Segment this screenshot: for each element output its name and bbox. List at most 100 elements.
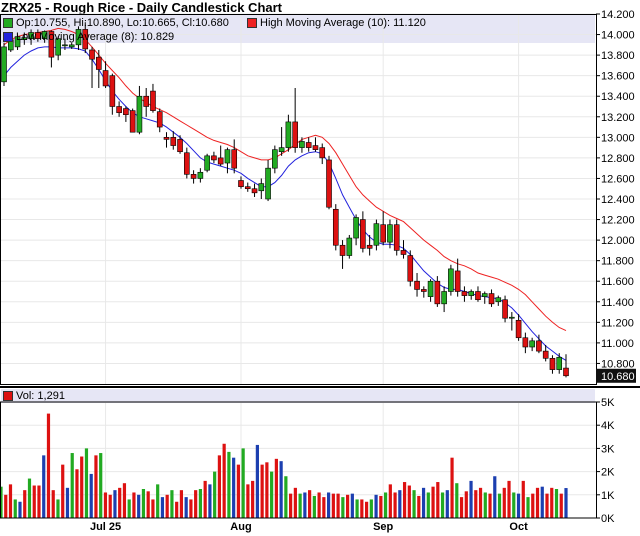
- volume-bar: [393, 492, 397, 518]
- y-tick-label: 13.600: [601, 71, 635, 83]
- candle-body: [502, 299, 508, 319]
- x-tick-label: Aug: [230, 521, 251, 533]
- candle-body: [400, 250, 407, 255]
- volume-bar: [322, 497, 326, 518]
- candle-body: [204, 155, 210, 171]
- volume-bar: [118, 487, 122, 518]
- candle-body: [495, 297, 502, 303]
- volume-bar: [469, 480, 473, 518]
- candle-body: [434, 280, 441, 305]
- y-tick-label: 11.200: [601, 317, 634, 329]
- candle-body: [28, 32, 34, 39]
- volume-bar: [421, 487, 426, 518]
- y-tick-label: 14.000: [601, 30, 635, 42]
- volume-bar: [388, 484, 392, 518]
- candle-body: [224, 149, 231, 164]
- volume-y-tick-label: 1K: [601, 490, 615, 502]
- candle-body: [393, 224, 400, 251]
- volume-bar: [251, 480, 255, 518]
- volume-bar: [450, 457, 454, 518]
- volume-y-tick-label: 2K: [601, 467, 615, 479]
- candle-body: [407, 255, 414, 282]
- candle-body: [468, 291, 475, 296]
- volume-bar: [350, 493, 354, 518]
- volume-bar: [274, 458, 278, 518]
- x-tick-label: Oct: [509, 521, 528, 533]
- volume-legend-background: [1, 389, 595, 403]
- candle-body: [48, 31, 55, 58]
- volume-bar: [341, 497, 345, 518]
- candle-body: [360, 219, 366, 249]
- volume-bar: [260, 464, 264, 518]
- candle-body: [217, 157, 224, 165]
- volume-bar: [113, 490, 117, 518]
- candle-body: [184, 152, 190, 175]
- volume-bar: [493, 476, 497, 518]
- volume-bar: [42, 455, 46, 518]
- volume-bar: [108, 494, 112, 518]
- candle-body: [441, 291, 447, 305]
- volume-bar: [502, 487, 506, 518]
- volume-bar: [32, 485, 36, 518]
- volume-bar: [412, 490, 416, 518]
- candle-body: [292, 121, 298, 148]
- candle-body: [488, 293, 495, 305]
- volume-bar: [554, 489, 559, 518]
- volume-bar: [46, 413, 51, 518]
- candle-body: [272, 149, 278, 169]
- candle-body: [163, 137, 170, 140]
- volume-pane-frame: [0, 401, 597, 519]
- volume-bar: [165, 494, 169, 518]
- volume-bar: [213, 471, 217, 518]
- candle-body: [244, 186, 251, 190]
- volume-bar: [56, 499, 60, 518]
- candle-body: [332, 208, 339, 246]
- candle-body: [536, 340, 542, 352]
- candle-body: [35, 32, 41, 39]
- candle-body: [448, 268, 454, 292]
- candle-body: [475, 291, 481, 301]
- volume-bar: [270, 471, 274, 518]
- volume-y-tick-label: 5K: [601, 397, 615, 409]
- volume-bar: [303, 492, 307, 518]
- y-tick-label: 12.800: [601, 153, 635, 165]
- volume-bar: [137, 494, 141, 518]
- y-tick-label: 13.800: [601, 50, 635, 62]
- y-tick-label: 14.200: [601, 9, 635, 21]
- volume-bar: [521, 480, 525, 518]
- low-ma-swatch: [3, 32, 13, 43]
- y-tick-label: 12.600: [601, 173, 635, 185]
- candle-body: [211, 155, 217, 161]
- volume-bar: [369, 499, 373, 518]
- candle-body: [197, 171, 204, 179]
- volume-bar: [474, 490, 478, 518]
- volume-bar: [146, 491, 150, 518]
- volume-bar: [516, 493, 521, 518]
- candle-body: [481, 293, 488, 297]
- volume-bar: [478, 487, 483, 518]
- candle-body: [75, 29, 82, 46]
- volume-bar: [23, 490, 27, 518]
- volume-bar: [222, 443, 226, 518]
- candle-body: [116, 106, 122, 113]
- volume-bar: [374, 494, 378, 518]
- candle-body: [177, 139, 183, 153]
- y-tick-label: 12.000: [601, 235, 635, 247]
- candle-body: [285, 121, 292, 148]
- volume-bar: [545, 493, 549, 518]
- candle-body: [102, 70, 109, 87]
- candle-body: [380, 224, 386, 243]
- volume-bar: [241, 448, 245, 518]
- candle-body: [136, 95, 143, 133]
- moving-average-line: [3, 46, 567, 361]
- candle-body: [353, 217, 359, 239]
- volume-bar: [232, 457, 236, 518]
- legend-high-ma: High Moving Average (10): 11.120: [260, 17, 426, 29]
- volume-bar: [550, 487, 554, 518]
- volume-bar: [184, 497, 188, 518]
- grid-layer: [0, 13, 596, 519]
- volume-bar: [336, 493, 340, 518]
- volume-bar: [289, 493, 293, 518]
- y-tick-label: 13.400: [601, 91, 635, 103]
- candle-body: [62, 44, 68, 47]
